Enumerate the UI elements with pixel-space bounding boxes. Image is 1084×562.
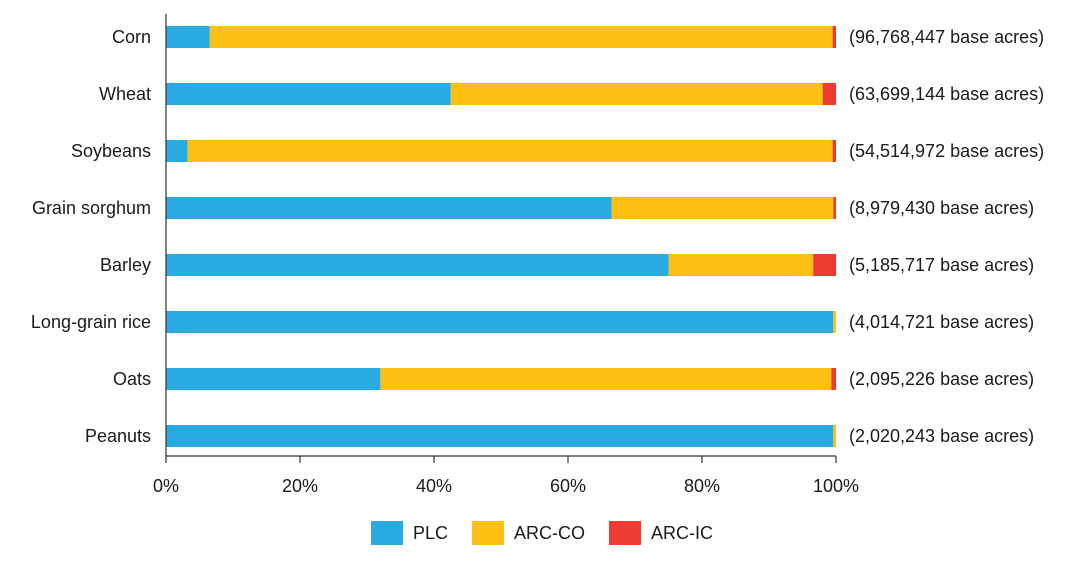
bar-plc-peanuts	[166, 425, 834, 447]
category-label: Oats	[113, 369, 151, 389]
bar-plc-barley	[166, 254, 669, 276]
x-tick-label: 0%	[153, 476, 179, 496]
legend-item-arc-co: ARC-CO	[472, 521, 585, 545]
bar-arc-ic-corn	[832, 26, 836, 48]
category-label: Barley	[100, 255, 151, 275]
bar-arc-ic-barley	[813, 254, 836, 276]
legend-swatch	[370, 521, 403, 545]
category-label: Grain sorghum	[32, 198, 151, 218]
bar-plc-oats	[166, 368, 381, 390]
category-label: Long-grain rice	[31, 312, 151, 332]
bar-arc-co-soybeans	[187, 140, 833, 162]
legend-label: ARC-CO	[514, 522, 585, 543]
legend-item-plc: PLC	[370, 521, 448, 545]
legend-label: PLC	[412, 522, 448, 543]
bar-arc-ic-soybeans	[832, 140, 836, 162]
bar-plc-grain-sorghum	[166, 197, 612, 219]
bar-plc-soybeans	[166, 140, 188, 162]
base-acres-annotation: (63,699,144 base acres)	[849, 84, 1044, 104]
bar-arc-co-wheat	[450, 83, 823, 105]
category-labels: Corn Wheat Soybeans Grain sorghum Barley Long…	[31, 27, 151, 446]
base-acres-annotation: (54,514,972 base acres)	[849, 141, 1044, 161]
bar-arc-co-oats	[380, 368, 832, 390]
legend: PLC ARC-CO ARC-IC	[0, 521, 1084, 561]
category-label: Soybeans	[71, 141, 151, 161]
bar-arc-co-barley	[668, 254, 814, 276]
x-axis: 0% 20% 40% 60% 80% 100%	[153, 14, 859, 496]
base-acres-annotation: (2,020,243 base acres)	[849, 426, 1034, 446]
base-acre-annotations: (96,768,447 base acres) (63,699,144 base …	[849, 27, 1044, 446]
bar-arc-co-corn	[209, 26, 833, 48]
base-acres-annotation: (4,014,721 base acres)	[849, 312, 1034, 332]
x-tick-label: 40%	[416, 476, 452, 496]
bar-arc-co-grain-sorghum	[611, 197, 834, 219]
bar-arc-co-peanuts	[833, 425, 836, 447]
category-label: Peanuts	[85, 426, 151, 446]
base-acres-annotation: (5,185,717 base acres)	[849, 255, 1034, 275]
bar-arc-ic-wheat	[822, 83, 836, 105]
x-tick-label: 60%	[550, 476, 586, 496]
bar-arc-co-long-grain-rice	[833, 311, 836, 333]
base-acres-annotation: (96,768,447 base acres)	[849, 27, 1044, 47]
x-tick-label: 100%	[813, 476, 859, 496]
bars-group	[166, 26, 836, 447]
legend-swatch	[472, 521, 504, 545]
category-label: Wheat	[99, 84, 151, 104]
legend-item-arc-ic: ARC-IC	[609, 521, 713, 545]
category-label: Corn	[112, 27, 151, 47]
base-acres-annotation: (8,979,430 base acres)	[849, 198, 1034, 218]
bar-arc-ic-oats	[831, 368, 836, 390]
bar-plc-wheat	[166, 83, 451, 105]
x-tick-label: 80%	[684, 476, 720, 496]
bar-plc-long-grain-rice	[166, 311, 834, 333]
x-tick-label: 20%	[282, 476, 318, 496]
bar-plc-corn	[166, 26, 210, 48]
legend-label: ARC-IC	[651, 522, 713, 543]
legend-swatch	[609, 521, 641, 545]
base-acres-annotation: (2,095,226 base acres)	[849, 369, 1034, 389]
bar-arc-ic-grain-sorghum	[833, 197, 836, 219]
